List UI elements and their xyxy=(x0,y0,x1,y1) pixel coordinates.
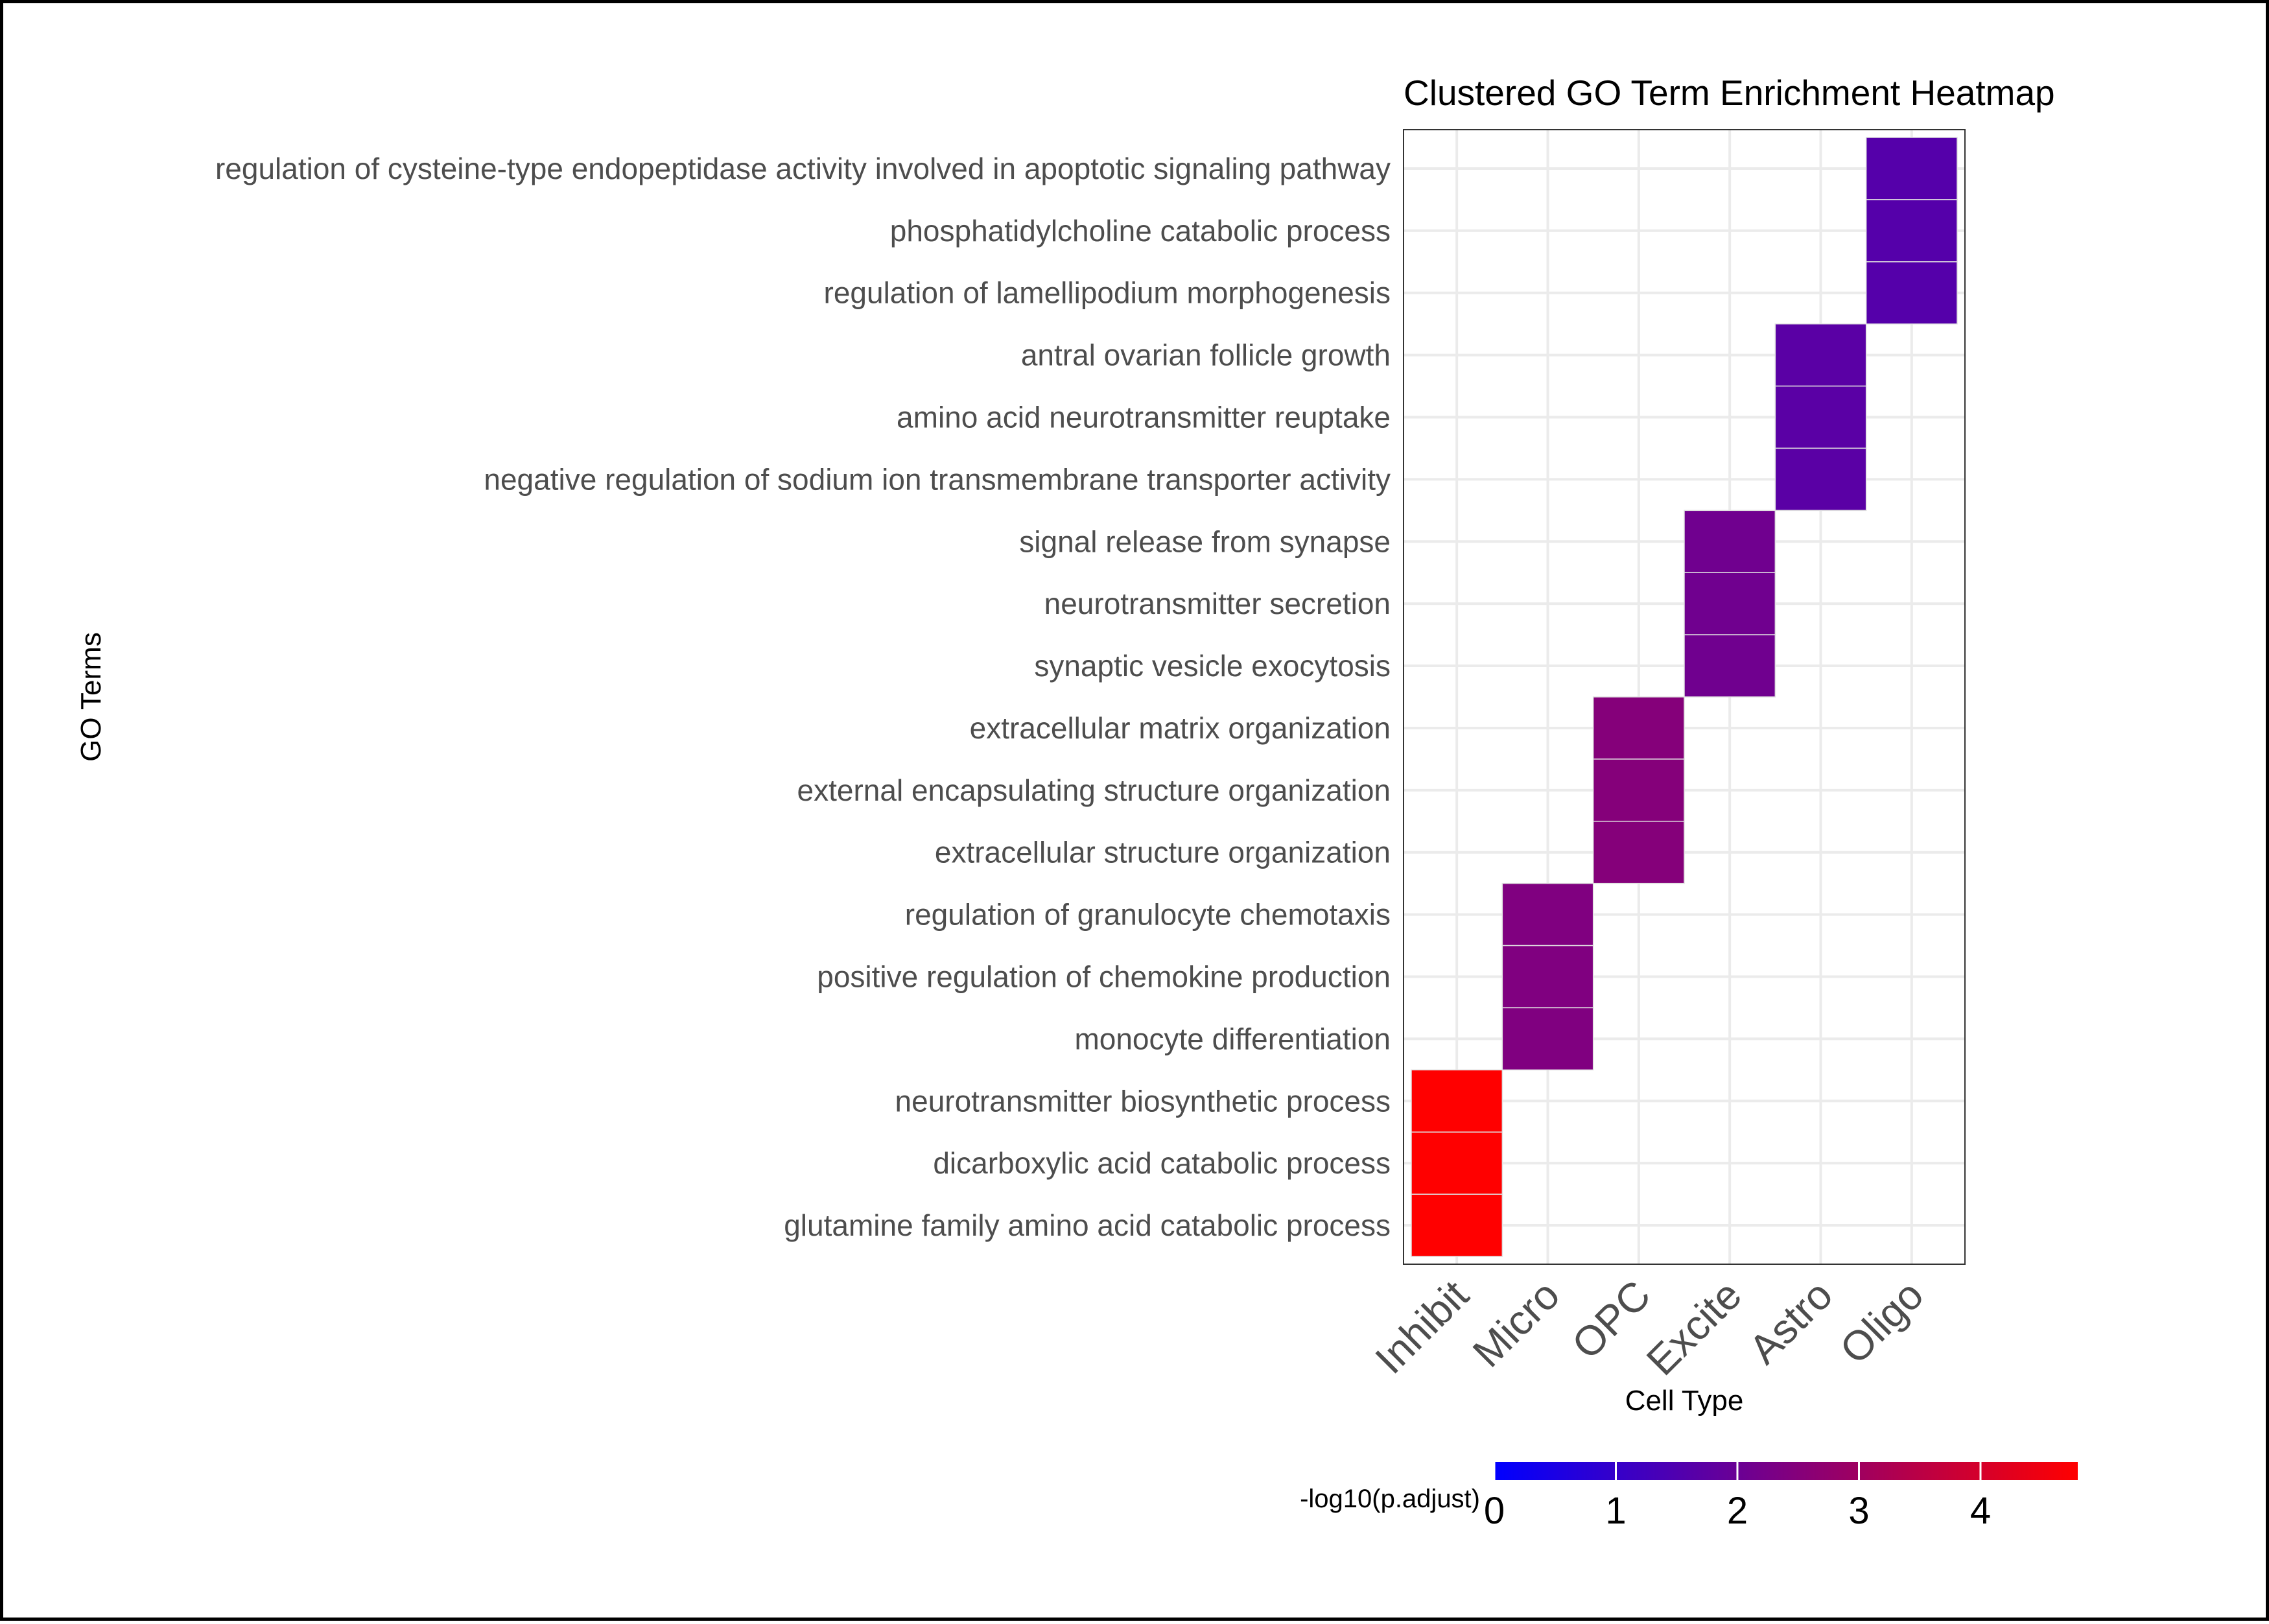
plot-border xyxy=(1403,129,1966,1265)
y-tick-label: neurotransmitter secretion xyxy=(1044,587,1391,620)
legend-tick-label: 4 xyxy=(1970,1490,1991,1532)
y-tick-label: glutamine family amino acid catabolic pr… xyxy=(784,1208,1391,1242)
y-tick-label: external encapsulating structure organiz… xyxy=(797,773,1391,807)
y-tick-label: extracellular matrix organization xyxy=(970,711,1391,745)
y-tick-label: monocyte differentiation xyxy=(1074,1022,1391,1055)
y-tick-label: regulation of lamellipodium morphogenesi… xyxy=(824,276,1391,310)
heatmap-cell xyxy=(1411,1194,1503,1257)
heatmap-cell xyxy=(1865,199,1958,263)
heatmap-cell xyxy=(1684,634,1776,698)
y-tick-label: amino acid neurotransmitter reuptake xyxy=(897,401,1391,434)
heatmap-cell xyxy=(1774,447,1867,512)
chart-title: Clustered GO Term Enrichment Heatmap xyxy=(1404,73,2055,113)
heatmap-cell xyxy=(1592,821,1685,884)
y-tick-label: synaptic vesicle exocytosis xyxy=(1034,649,1391,683)
y-tick-label: signal release from synapse xyxy=(1019,524,1391,558)
x-tick-label: Oligo xyxy=(1831,1271,1933,1373)
heatmap-cell xyxy=(1684,572,1776,635)
legend-title: -log10(p.adjust) xyxy=(1300,1485,1480,1513)
legend-tick-label: 2 xyxy=(1727,1490,1748,1532)
y-tick-label: negative regulation of sodium ion transm… xyxy=(484,462,1391,496)
y-tick-label: positive regulation of chemokine product… xyxy=(817,960,1391,994)
heatmap-cell xyxy=(1501,1007,1594,1071)
x-tick-label: Micro xyxy=(1464,1271,1569,1376)
legend-tick-label: 0 xyxy=(1484,1490,1505,1532)
color-legend: -log10(p.adjust) 0 1 2 3 4 xyxy=(1300,1462,2078,1532)
y-tick-label: extracellular structure organization xyxy=(935,836,1391,869)
y-tick-label: regulation of cysteine-type endopeptidas… xyxy=(215,152,1391,185)
heatmap-chart: Clustered GO Term Enrichment Heatmap reg… xyxy=(75,73,2078,1532)
heatmap-cell xyxy=(1501,882,1594,947)
heatmap-cell xyxy=(1865,137,1958,200)
y-tick-label: antral ovarian follicle growth xyxy=(1021,338,1391,372)
x-tick-label: Excite xyxy=(1638,1271,1750,1384)
heatmap-cell xyxy=(1684,510,1776,573)
x-tick-label: Astro xyxy=(1740,1271,1842,1373)
heatmap-cell xyxy=(1411,1131,1503,1195)
legend-tick-label: 3 xyxy=(1848,1490,1869,1532)
y-tick-label: regulation of granulocyte chemotaxis xyxy=(905,898,1391,932)
heatmap-cell xyxy=(1411,1069,1503,1133)
heatmap-cell xyxy=(1592,696,1685,760)
heatmap-cell xyxy=(1774,385,1867,449)
y-axis-title: GO Terms xyxy=(75,632,107,762)
heatmap-cell xyxy=(1865,261,1958,325)
x-axis-title: Cell Type xyxy=(1625,1385,1744,1417)
x-tick-label: Inhibit xyxy=(1366,1271,1477,1383)
heatmap-cell xyxy=(1592,759,1685,822)
y-tick-label: phosphatidylcholine catabolic process xyxy=(890,214,1391,248)
y-tick-label: neurotransmitter biosynthetic process xyxy=(895,1084,1391,1118)
legend-colorbar xyxy=(1494,1462,2078,1480)
legend-ticks: 0 1 2 3 4 xyxy=(1484,1462,1991,1532)
heatmap-cells xyxy=(1411,137,1958,1257)
heatmap-cell xyxy=(1774,323,1867,387)
legend-tick-label: 1 xyxy=(1605,1490,1626,1532)
y-tick-labels: regulation of cysteine-type endopeptidas… xyxy=(215,152,1391,1242)
y-tick-label: dicarboxylic acid catabolic process xyxy=(933,1146,1391,1180)
heatmap-cell xyxy=(1501,945,1594,1009)
